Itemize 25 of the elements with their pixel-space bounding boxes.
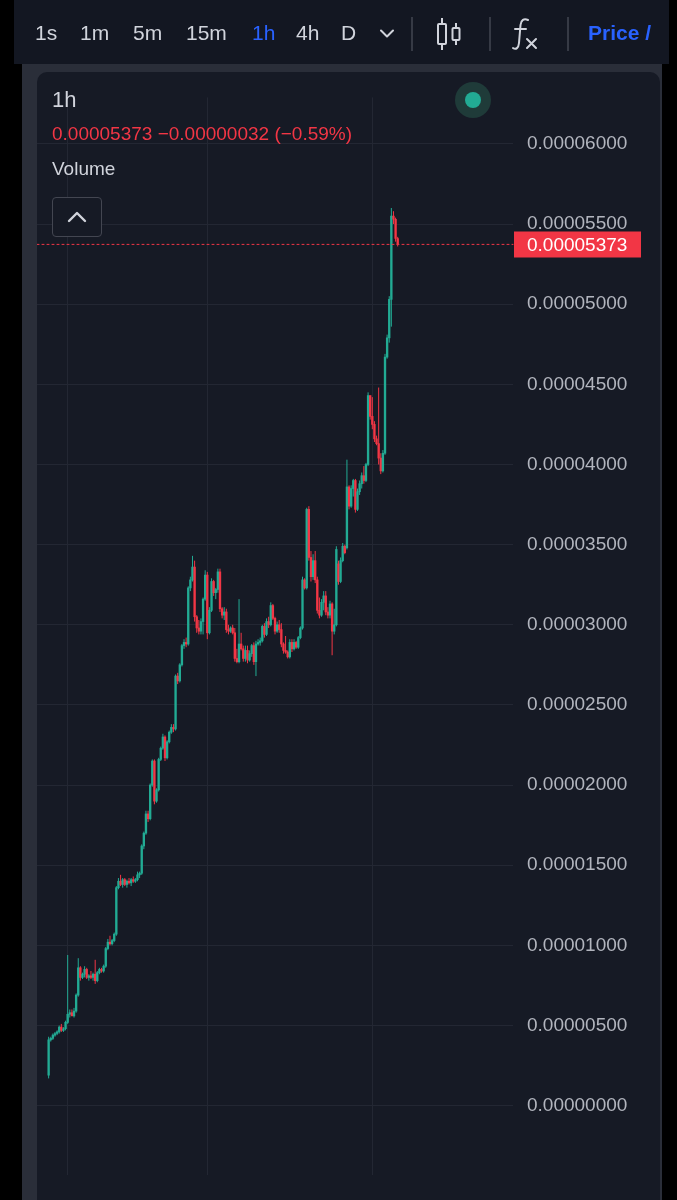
ref-line-label: 0.00005373 (527, 233, 628, 255)
text: 1h (252, 20, 276, 46)
text: 1m (80, 20, 110, 46)
text: 1s (35, 20, 58, 46)
y-tick-label: 0.00001000 (527, 933, 628, 955)
text: 4h (296, 20, 320, 46)
text: D (341, 20, 357, 46)
y-tick-label: 0.00002000 (527, 773, 628, 795)
y-tick-label: 0.00004500 (527, 372, 628, 394)
text: 5m (133, 20, 163, 46)
y-tick-label: 0.00000000 (527, 1093, 628, 1115)
text: Price / (588, 20, 652, 46)
y-tick-label: 0.00001500 (527, 853, 628, 875)
y-tick-label: 0.00003000 (527, 613, 628, 635)
y-tick-label: 0.00006000 (527, 132, 628, 154)
y-tick-label: 0.00000500 (527, 1013, 628, 1035)
y-tick-label: 0.00003500 (527, 532, 628, 554)
text: 0.00005373 −0.00000032 (−0.59%) (52, 122, 353, 146)
y-tick-label: 0.00005500 (527, 212, 628, 234)
annotation: Volume (52, 157, 116, 181)
y-tick-label: 0.00004000 (527, 452, 628, 474)
chart-title: 1h (52, 86, 77, 113)
y-tick-label: 0.00005000 (527, 292, 628, 314)
y-tick-label: 0.00002500 (527, 693, 628, 715)
text: 15m (186, 20, 227, 46)
